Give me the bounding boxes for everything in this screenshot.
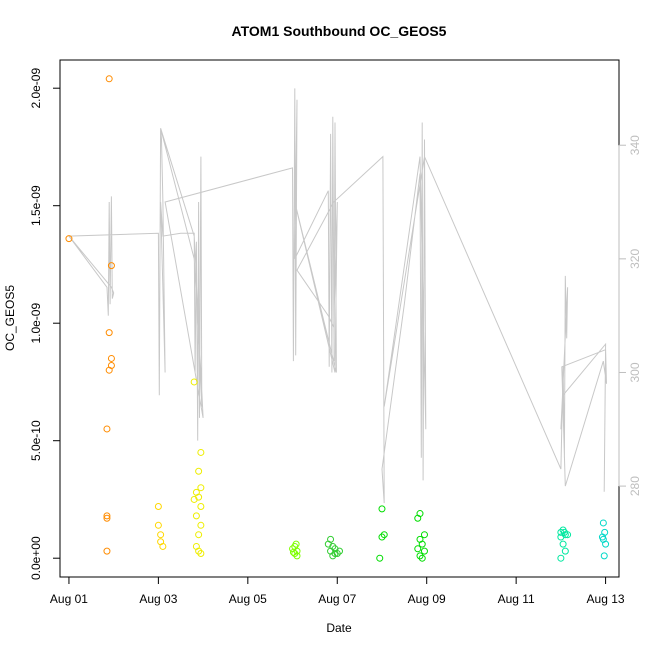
axes-layer: Aug 01 Aug 03 Aug 05 Aug 07 Aug 09 Aug 11 Aug … <box>29 68 642 606</box>
data-point <box>107 354 115 362</box>
data-point <box>105 75 113 83</box>
y2-tick-label: 320 <box>628 249 642 269</box>
data-point <box>329 552 337 560</box>
data-point <box>65 235 73 243</box>
data-point <box>289 545 297 553</box>
y-tick-label: 5.0e-10 <box>29 420 43 461</box>
y2-tick-label: 300 <box>628 362 642 382</box>
data-point <box>331 550 339 557</box>
data-point <box>414 514 422 522</box>
x-tick-label: Aug 11 <box>498 592 535 606</box>
data-point <box>599 519 607 527</box>
y-tick-label: 0.0e+00 <box>29 536 43 580</box>
data-point <box>154 503 162 510</box>
data-point <box>418 554 426 562</box>
data-point <box>292 540 300 548</box>
x-tick-label: Aug 03 <box>139 592 177 606</box>
data-point <box>197 484 205 492</box>
data-point <box>557 554 565 562</box>
data-point <box>414 545 422 553</box>
data-point <box>157 531 165 539</box>
plot-frame <box>59 59 620 578</box>
y2-tick-label: 340 <box>628 135 642 155</box>
y2-tick-label: 280 <box>628 476 642 496</box>
data-point <box>190 495 198 503</box>
data-point <box>293 552 301 560</box>
data-point <box>103 547 111 555</box>
data-point <box>289 548 297 556</box>
data-point <box>420 531 428 539</box>
data-point <box>380 531 388 539</box>
data-point <box>420 547 428 555</box>
points-layer <box>65 75 610 562</box>
x-tick-label: Aug 01 <box>50 592 88 606</box>
data-point <box>376 554 384 562</box>
y-tick-label: 2.0e-09 <box>29 68 43 109</box>
data-point <box>105 329 113 337</box>
data-point <box>107 362 115 369</box>
x-axis-label: Date <box>326 621 352 635</box>
y-axis-label: OC_GEOS5 <box>3 285 17 351</box>
data-point <box>559 540 567 548</box>
y-tick-label: 1.5e-09 <box>29 185 43 226</box>
data-point <box>195 547 203 555</box>
data-point <box>103 512 111 520</box>
data-point <box>557 533 565 541</box>
line-layer <box>67 88 607 504</box>
chart-title: ATOM1 Southbound OC_GEOS5 <box>232 23 447 39</box>
data-point <box>190 378 198 386</box>
data-point <box>378 533 386 541</box>
data-point <box>103 514 111 522</box>
x-tick-label: Aug 13 <box>587 592 625 606</box>
x-tick-label: Aug 09 <box>408 592 446 606</box>
data-point <box>195 467 203 475</box>
data-point <box>103 425 111 433</box>
data-point <box>378 505 386 513</box>
data-point <box>195 531 203 539</box>
data-point <box>197 521 205 529</box>
x-tick-label: Aug 05 <box>229 592 267 606</box>
altitude-line <box>67 88 607 504</box>
data-point <box>154 521 162 529</box>
data-point <box>197 448 205 456</box>
y-tick-label: 1.0e-09 <box>29 303 43 344</box>
data-point <box>418 540 426 548</box>
data-point <box>598 533 606 541</box>
data-point <box>197 550 205 557</box>
data-point <box>192 512 200 520</box>
data-point <box>602 540 610 548</box>
data-point <box>107 262 115 270</box>
x-tick-label: Aug 07 <box>318 592 356 606</box>
data-point <box>416 552 424 560</box>
data-point <box>560 528 568 536</box>
data-point <box>600 552 608 560</box>
data-point <box>159 542 167 550</box>
data-point <box>197 503 205 510</box>
data-point <box>561 547 569 555</box>
